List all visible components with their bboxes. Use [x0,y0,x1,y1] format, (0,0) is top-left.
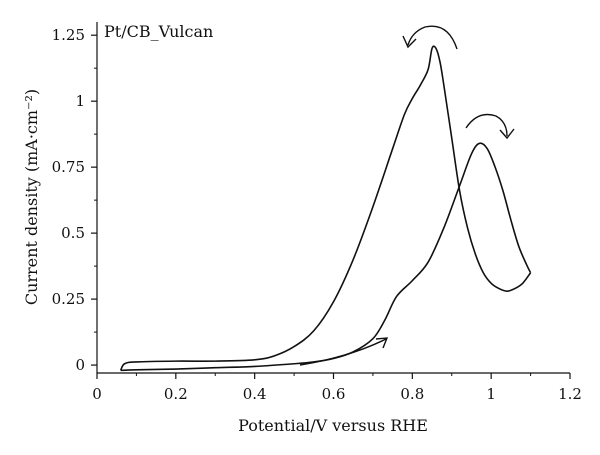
x-axis-title: Potential/V versus RHE [238,416,428,435]
anodic-peak-arrow-head [499,128,515,140]
cathodic-peak-arrow [402,25,458,50]
x-tick-label: 0.8 [400,385,424,403]
sweep-direction-arrows [299,25,515,366]
y-axis-title: Current density (mA·cm⁻²) [22,89,41,305]
x-tick-label: 0.6 [322,385,346,403]
y-tick-label: 1.25 [52,26,85,44]
x-tick-label: 0.4 [243,385,267,403]
axes: 0 0.2 0.4 0.6 0.8 1 1.2 0 0.25 0.5 0.75 1 1.25 [52,22,582,403]
x-tick-label: 0.2 [164,385,188,403]
anodic-peak-arrow [465,113,515,140]
cathodic-sweep-line [119,45,532,371]
cathodic-peak-arrow-head [402,35,417,49]
chart-title: Pt/CB_Vulcan [104,22,213,41]
anodic-peak-arrow-curve [465,113,508,137]
series-layer [119,45,532,372]
cathodic-peak-arrow-curve [407,25,458,50]
y-tick-label: 0.25 [52,290,85,308]
x-tick-label: 1 [486,385,496,403]
y-tick-label: 1 [75,92,85,110]
anodic-start-arrow-head [375,337,389,349]
anodic-sweep-line [120,142,532,372]
x-tick-label: 0 [92,385,102,403]
anodic-start-arrow-curve [299,338,387,366]
y-tick-label: 0.5 [61,224,85,242]
anodic-start-arrow [299,337,389,366]
y-tick-label: 0 [75,356,85,374]
y-tick-label: 0.75 [52,158,85,176]
x-tick-label: 1.2 [558,385,582,403]
